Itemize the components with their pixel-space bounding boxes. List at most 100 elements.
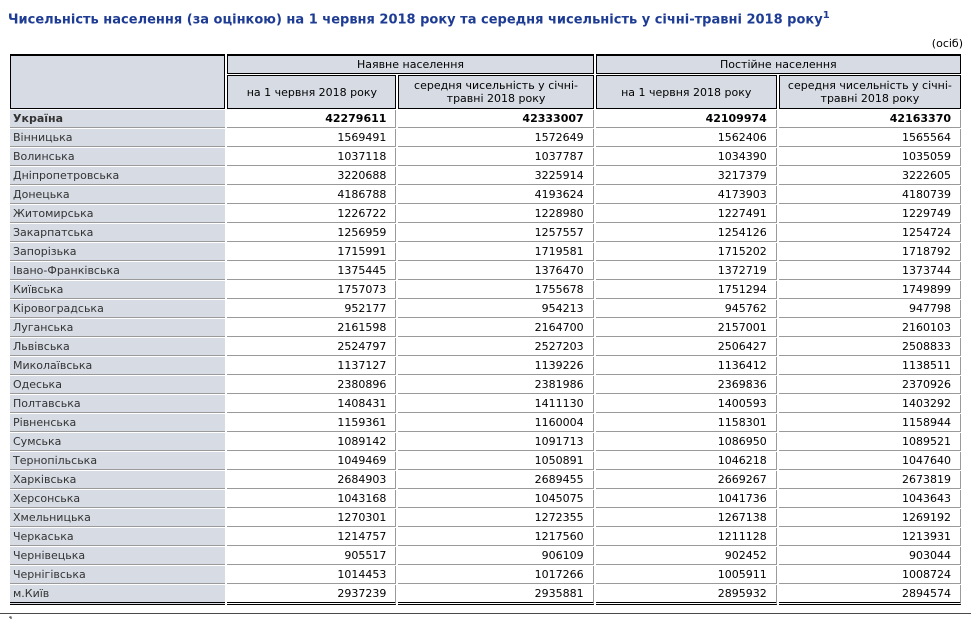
table-row: Харківська 2684903 2689455 2669267 2673819 (10, 471, 961, 490)
value-cell: 1089142 (227, 433, 397, 452)
population-table: Наявне населення Постійне населення на 1… (8, 53, 963, 606)
value-cell: 1139226 (398, 357, 594, 376)
bottom-divider (0, 613, 971, 614)
value-cell: 1089521 (778, 433, 961, 452)
value-cell: 1005911 (595, 566, 777, 585)
region-cell: Івано-Франківська (10, 262, 226, 281)
region-cell: Рівненська (10, 414, 226, 433)
value-cell: 2369836 (595, 376, 777, 395)
value-cell: 1159361 (227, 414, 397, 433)
region-cell: Чернівецька (10, 547, 226, 566)
value-cell: 1014453 (227, 566, 397, 585)
value-cell: 947798 (778, 300, 961, 319)
region-cell: Київська (10, 281, 226, 300)
value-cell: 906109 (398, 547, 594, 566)
sub-header-row: на 1 червня 2018 року середня чисельніст… (10, 75, 961, 110)
value-cell: 2164700 (398, 319, 594, 338)
table-row: Черкаська 1214757 1217560 1211128 1213931 (10, 528, 961, 547)
value-cell: 1270301 (227, 509, 397, 528)
sub-header-present-average: середня чисельність у січні-травні 2018 … (398, 75, 594, 110)
table-row: Житомирська 1226722 1228980 1227491 1229749 (10, 205, 961, 224)
value-cell: 1715991 (227, 243, 397, 262)
value-cell: 1408431 (227, 395, 397, 414)
value-cell: 1254724 (778, 224, 961, 243)
table-body: Україна 42279611 42333007 42109974 42163370 В… (10, 110, 961, 606)
value-cell: 4186788 (227, 186, 397, 205)
region-cell: Херсонська (10, 490, 226, 509)
table-row: Івано-Франківська 1375445 1376470 1372719 13… (10, 262, 961, 281)
value-cell: 1751294 (595, 281, 777, 300)
value-cell: 1136412 (595, 357, 777, 376)
value-cell: 3217379 (595, 167, 777, 186)
value-cell: 1046218 (595, 452, 777, 471)
value-cell: 2157001 (595, 319, 777, 338)
table-row: Чернігівська 1014453 1017266 1005911 1008724 (10, 566, 961, 585)
value-cell: 1050891 (398, 452, 594, 471)
value-cell: 2370926 (778, 376, 961, 395)
value-cell: 1043168 (227, 490, 397, 509)
value-cell: 1043643 (778, 490, 961, 509)
value-cell: 1228980 (398, 205, 594, 224)
table-row: Україна 42279611 42333007 42109974 42163370 (10, 110, 961, 129)
value-cell: 954213 (398, 300, 594, 319)
value-cell: 3220688 (227, 167, 397, 186)
footnote: 1Без урахування тимчасово окупованої тер… (8, 614, 963, 619)
value-cell: 1047640 (778, 452, 961, 471)
value-cell: 1269192 (778, 509, 961, 528)
value-cell: 3222605 (778, 167, 961, 186)
value-cell: 1719581 (398, 243, 594, 262)
value-cell: 1217560 (398, 528, 594, 547)
value-cell: 1045075 (398, 490, 594, 509)
value-cell: 1749899 (778, 281, 961, 300)
value-cell: 1256959 (227, 224, 397, 243)
value-cell: 1137127 (227, 357, 397, 376)
value-cell: 2380896 (227, 376, 397, 395)
region-cell: Харківська (10, 471, 226, 490)
sub-header-permanent-average: середня чисельність у січні-травні 2018 … (778, 75, 961, 110)
group-header-present: Наявне населення (227, 54, 594, 75)
value-cell: 4173903 (595, 186, 777, 205)
table-row: Хмельницька 1270301 1272355 1267138 1269192 (10, 509, 961, 528)
value-cell: 902452 (595, 547, 777, 566)
value-cell: 1757073 (227, 281, 397, 300)
footnote-marker: 1 (8, 616, 14, 619)
region-cell: Чернігівська (10, 566, 226, 585)
value-cell: 1158944 (778, 414, 961, 433)
value-cell: 2160103 (778, 319, 961, 338)
region-cell: Запорізька (10, 243, 226, 262)
value-cell: 2381986 (398, 376, 594, 395)
value-cell: 1229749 (778, 205, 961, 224)
region-cell: м.Київ (10, 585, 226, 606)
region-cell: Сумська (10, 433, 226, 452)
value-cell: 2937239 (227, 585, 397, 606)
value-cell: 42109974 (595, 110, 777, 129)
value-cell: 1400593 (595, 395, 777, 414)
region-cell: Закарпатська (10, 224, 226, 243)
value-cell: 42279611 (227, 110, 397, 129)
value-cell: 1214757 (227, 528, 397, 547)
table-row: Закарпатська 1256959 1257557 1254126 1254724 (10, 224, 961, 243)
value-cell: 1017266 (398, 566, 594, 585)
value-cell: 1037787 (398, 148, 594, 167)
table-row: Львівська 2524797 2527203 2506427 2508833 (10, 338, 961, 357)
value-cell: 42163370 (778, 110, 961, 129)
value-cell: 2894574 (778, 585, 961, 606)
region-cell: Волинська (10, 148, 226, 167)
value-cell: 2673819 (778, 471, 961, 490)
table-row: Київська 1757073 1755678 1751294 1749899 (10, 281, 961, 300)
table-header: Наявне населення Постійне населення на 1… (10, 54, 961, 110)
region-cell: Миколаївська (10, 357, 226, 376)
table-row: Рівненська 1159361 1160004 1158301 1158944 (10, 414, 961, 433)
table-row: Волинська 1037118 1037787 1034390 1035059 (10, 148, 961, 167)
corner-cell (10, 54, 226, 110)
table-row: Дніпропетровська 3220688 3225914 3217379 322… (10, 167, 961, 186)
table-row: Чернівецька 905517 906109 902452 903044 (10, 547, 961, 566)
value-cell: 1037118 (227, 148, 397, 167)
table-row: Сумська 1089142 1091713 1086950 1089521 (10, 433, 961, 452)
region-cell: Кіровоградська (10, 300, 226, 319)
table-row: Донецька 4186788 4193624 4173903 4180739 (10, 186, 961, 205)
region-cell: Одеська (10, 376, 226, 395)
value-cell: 1257557 (398, 224, 594, 243)
value-cell: 1213931 (778, 528, 961, 547)
value-cell: 1211128 (595, 528, 777, 547)
